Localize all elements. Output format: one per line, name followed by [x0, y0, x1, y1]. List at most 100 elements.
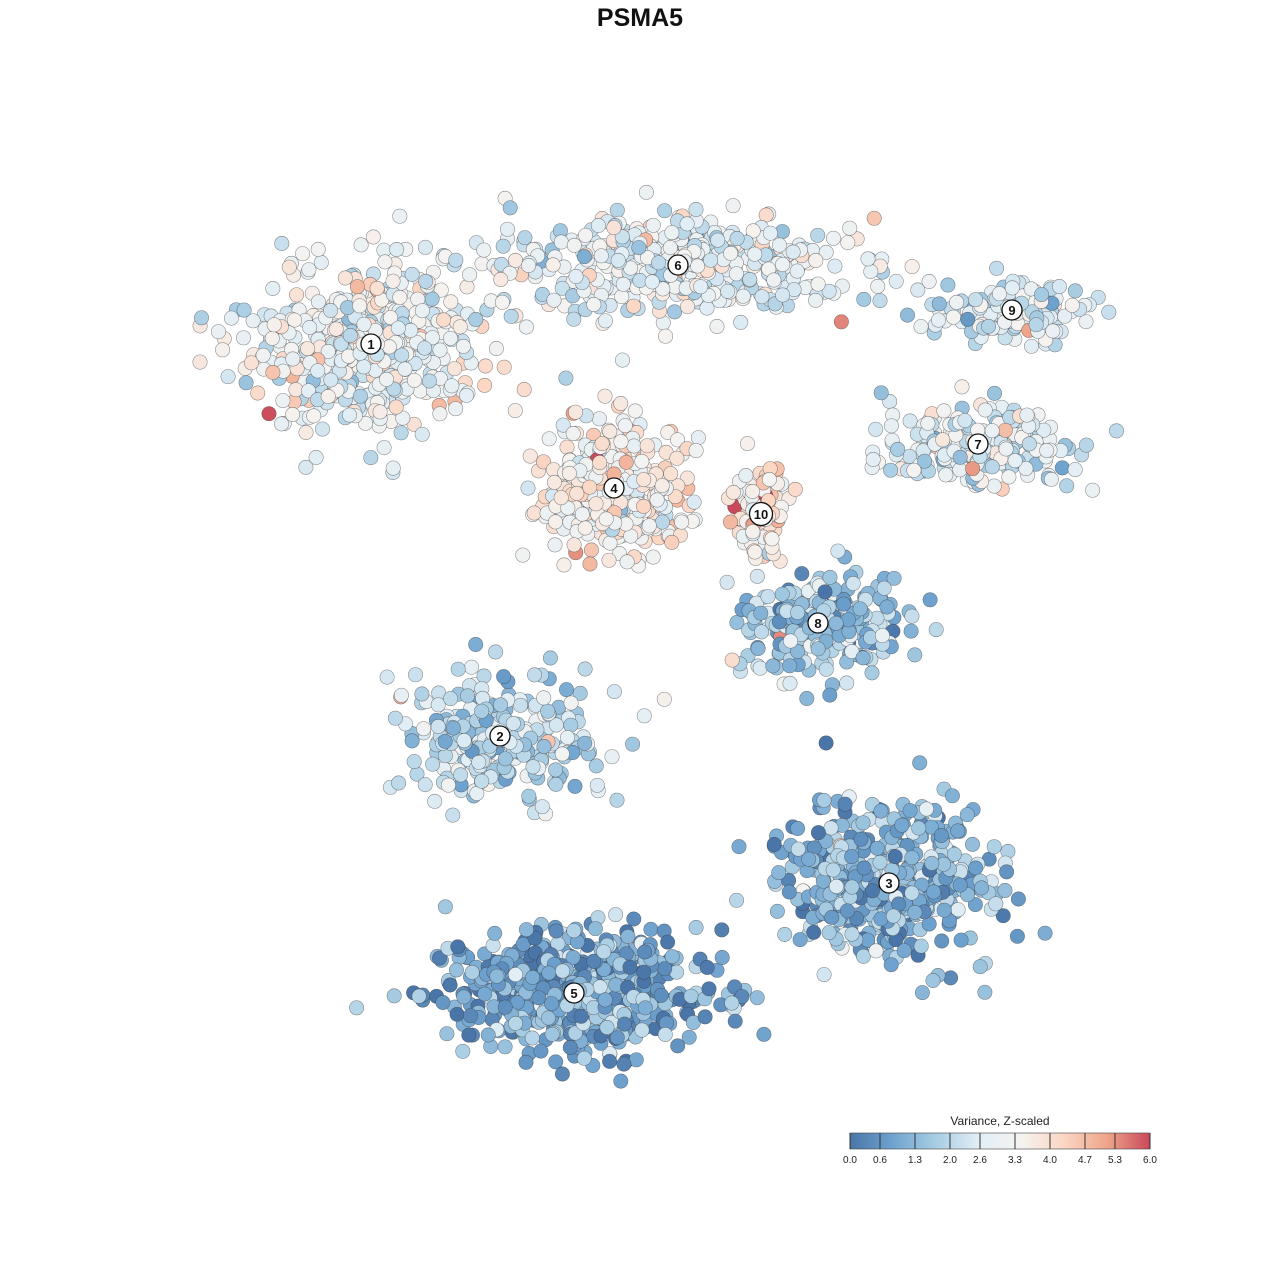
- cell-point: [421, 373, 437, 389]
- cell-point: [563, 695, 579, 711]
- cell-point: [952, 449, 968, 465]
- cell-point: [658, 328, 674, 344]
- cell-point: [342, 407, 357, 423]
- cell-point: [657, 1027, 673, 1042]
- cell-point: [310, 363, 326, 379]
- cell-point: [925, 973, 941, 988]
- cell-point: [555, 963, 571, 979]
- cell-point: [302, 320, 318, 335]
- cell-point: [904, 608, 920, 624]
- cell-point: [1045, 323, 1061, 339]
- cell-point: [1078, 314, 1094, 330]
- cell-point: [653, 987, 669, 1003]
- cell-point: [594, 436, 610, 452]
- cell-point: [474, 773, 490, 789]
- cell-point: [443, 294, 459, 310]
- cell-point: [756, 1026, 772, 1042]
- cell-point: [555, 417, 571, 433]
- cell-point: [502, 200, 518, 216]
- cluster-label-marker: [563, 982, 585, 1004]
- cell-point: [596, 944, 612, 960]
- cluster-label-text: 1: [367, 337, 374, 352]
- cell-point: [566, 237, 582, 253]
- cell-point: [455, 1043, 471, 1059]
- cell-point: [667, 304, 683, 320]
- cell-point: [587, 921, 603, 937]
- cell-point: [533, 1043, 549, 1059]
- cell-point: [764, 531, 780, 547]
- cell-point: [349, 279, 365, 295]
- cell-point: [414, 303, 430, 319]
- cell-point: [771, 237, 787, 253]
- cell-point: [548, 762, 564, 778]
- cell-point: [223, 310, 239, 326]
- cell-point: [824, 909, 840, 925]
- cell-point: [754, 289, 770, 305]
- cell-point: [308, 450, 324, 465]
- cell-point: [521, 788, 537, 804]
- cell-point: [827, 258, 843, 274]
- cell-point: [310, 294, 326, 310]
- cell-point: [385, 460, 401, 476]
- legend-tick-label: 2.6: [973, 1155, 987, 1166]
- cell-point: [418, 273, 434, 289]
- cell-point: [298, 425, 314, 440]
- cell-point: [745, 223, 761, 239]
- cell-point: [657, 961, 673, 977]
- cell-point: [616, 1056, 632, 1072]
- cell-point: [894, 817, 910, 833]
- cell-point: [450, 939, 466, 955]
- cell-point: [558, 370, 574, 386]
- cell-point: [352, 298, 368, 314]
- cell-point: [403, 322, 419, 338]
- cell-point: [430, 719, 446, 734]
- cell-point: [536, 454, 551, 470]
- cell-point: [518, 922, 534, 938]
- cell-point: [733, 314, 749, 330]
- cell-point: [934, 933, 950, 949]
- cell-point: [274, 236, 290, 251]
- cell-point: [602, 1053, 618, 1069]
- cell-point: [1010, 891, 1026, 907]
- cell-point: [295, 246, 311, 262]
- cell-point: [1054, 460, 1070, 476]
- cell-point: [626, 911, 642, 927]
- cluster-label-10: 10: [748, 501, 774, 527]
- cell-point: [828, 615, 844, 631]
- cell-point: [494, 294, 510, 310]
- cell-point: [597, 388, 613, 404]
- cell-point: [622, 959, 638, 975]
- cell-point: [936, 403, 952, 419]
- cluster-label-4: 4: [603, 477, 625, 499]
- cluster-label-text: 6: [674, 258, 681, 273]
- cell-point: [997, 422, 1013, 438]
- cell-point: [719, 574, 735, 590]
- cluster-label-text: 4: [610, 481, 618, 496]
- cell-point: [634, 453, 650, 469]
- cell-point: [680, 299, 695, 315]
- cell-point: [657, 203, 673, 219]
- cell-point: [602, 424, 618, 439]
- cell-point: [669, 450, 685, 466]
- cell-point: [525, 970, 541, 985]
- cell-point: [749, 990, 765, 1006]
- cell-point: [275, 393, 291, 409]
- cell-point: [496, 359, 512, 375]
- cell-point: [844, 849, 860, 865]
- cell-point: [363, 450, 379, 466]
- cell-point: [828, 878, 844, 894]
- cell-point: [444, 378, 460, 394]
- cell-point: [981, 318, 996, 334]
- cell-point: [436, 312, 451, 328]
- cluster-label-text: 10: [754, 507, 768, 522]
- cell-point: [566, 537, 582, 553]
- cell-point: [766, 272, 782, 288]
- cell-point: [933, 828, 949, 843]
- cell-point: [931, 296, 947, 312]
- cell-point: [443, 691, 459, 707]
- cell-point: [907, 647, 923, 663]
- legend-tick-label: 2.0: [943, 1155, 957, 1166]
- cell-point: [1018, 461, 1034, 477]
- cell-point: [468, 637, 484, 652]
- cell-point: [725, 198, 741, 214]
